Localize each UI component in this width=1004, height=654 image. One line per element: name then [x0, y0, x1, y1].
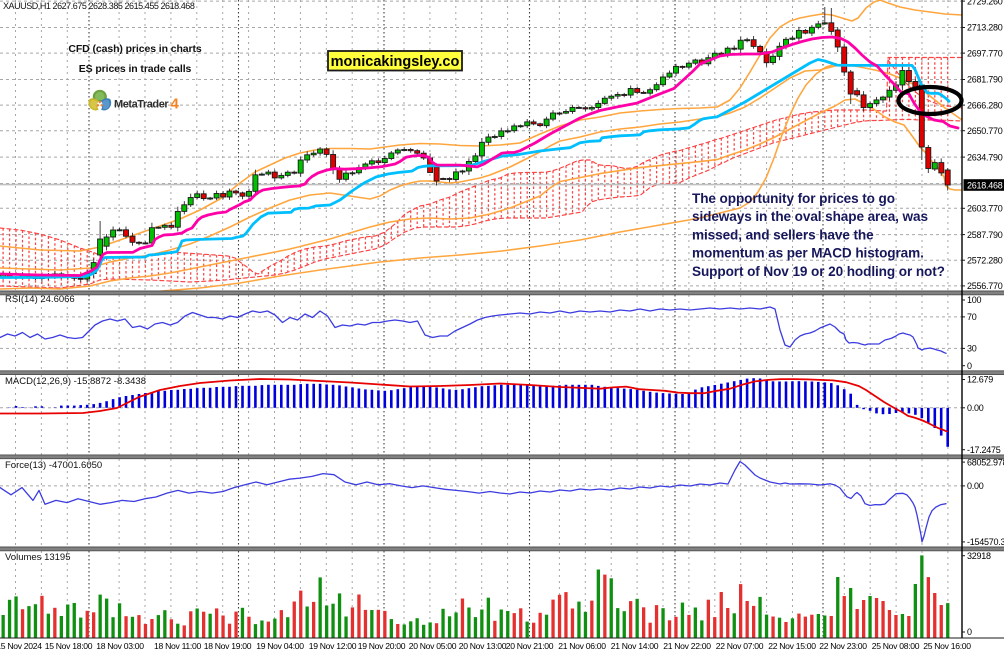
svg-text:RSI(14) 24.6066: RSI(14) 24.6066: [5, 294, 75, 305]
svg-text:2697.770: 2697.770: [967, 48, 1003, 58]
svg-text:2650.770: 2650.770: [967, 126, 1003, 136]
svg-text:missed, and sellers have the: missed, and sellers have the: [692, 227, 874, 242]
svg-text:20 Nov 21:00: 20 Nov 21:00: [506, 641, 554, 651]
svg-text:0.00: 0.00: [967, 481, 984, 491]
svg-text:70: 70: [967, 312, 977, 322]
svg-text:2681.790: 2681.790: [967, 75, 1003, 85]
svg-text:0: 0: [967, 361, 972, 371]
svg-text:19 Nov 20:00: 19 Nov 20:00: [358, 641, 406, 651]
svg-text:18 Nov 11:00: 18 Nov 11:00: [154, 641, 201, 651]
svg-text:21 Nov 22:00: 21 Nov 22:00: [663, 641, 711, 651]
svg-text:2572.280: 2572.280: [967, 255, 1003, 265]
svg-text:32918: 32918: [967, 551, 991, 561]
svg-text:-154570.3963: -154570.3963: [967, 537, 1004, 547]
svg-text:2729.260: 2729.260: [967, 0, 1003, 6]
svg-text:18 Nov 03:00: 18 Nov 03:00: [96, 641, 144, 651]
svg-text:4: 4: [171, 96, 180, 113]
svg-text:2666.280: 2666.280: [967, 100, 1003, 110]
svg-text:-17.2475: -17.2475: [967, 445, 1001, 455]
svg-text:0: 0: [967, 627, 972, 637]
svg-text:15 Nov 18:00: 15 Nov 18:00: [45, 641, 93, 651]
svg-text:20 Nov 05:00: 20 Nov 05:00: [409, 641, 457, 651]
svg-text:68052.9782: 68052.9782: [967, 457, 1004, 467]
svg-text:19 Nov 12:00: 19 Nov 12:00: [309, 641, 357, 651]
svg-text:2556.770: 2556.770: [967, 281, 1003, 291]
svg-text:22 Nov 15:00: 22 Nov 15:00: [768, 641, 816, 651]
svg-text:2618.468: 2618.468: [967, 180, 1003, 190]
svg-text:2634.790: 2634.790: [967, 152, 1003, 162]
svg-text:monicakingsley.co: monicakingsley.co: [331, 54, 460, 70]
svg-text:12.679: 12.679: [967, 375, 993, 385]
svg-text:XAUUSD,H1 2627.675 2628.385 26: XAUUSD,H1 2627.675 2628.385 2615.455 261…: [3, 1, 195, 11]
svg-text:ES prices in trade calls: ES prices in trade calls: [79, 63, 192, 75]
svg-text:2713.280: 2713.280: [967, 23, 1003, 33]
svg-text:sideways in the oval shape are: sideways in the oval shape area, was: [692, 209, 928, 224]
svg-text:MetaTrader: MetaTrader: [114, 99, 169, 111]
svg-text:MACD(12,26,9) -15.8872 -8.3438: MACD(12,26,9) -15.8872 -8.3438: [5, 376, 146, 387]
svg-text:2587.790: 2587.790: [967, 230, 1003, 240]
svg-text:0.00: 0.00: [967, 403, 984, 413]
svg-text:25 Nov 16:00: 25 Nov 16:00: [923, 641, 971, 651]
svg-text:15 Nov 2024: 15 Nov 2024: [0, 641, 42, 651]
svg-text:CFD (cash) prices in charts: CFD (cash) prices in charts: [68, 43, 202, 55]
svg-text:22 Nov 07:00: 22 Nov 07:00: [716, 641, 764, 651]
svg-text:21 Nov 14:00: 21 Nov 14:00: [611, 641, 659, 651]
svg-text:Support of Nov 19 or 20 hodlin: Support of Nov 19 or 20 hodling or not?: [692, 264, 945, 279]
svg-text:momentum as per MACD histogram: momentum as per MACD histogram.: [692, 246, 924, 261]
svg-text:19 Nov 04:00: 19 Nov 04:00: [256, 641, 304, 651]
svg-text:The opportunity for prices to: The opportunity for prices to go: [692, 191, 895, 206]
svg-text:Volumes 13195: Volumes 13195: [5, 552, 71, 563]
svg-text:18 Nov 19:00: 18 Nov 19:00: [204, 641, 252, 651]
svg-text:Force(13) -47001.6050: Force(13) -47001.6050: [5, 460, 102, 471]
svg-text:100: 100: [967, 295, 982, 305]
svg-text:25 Nov 08:00: 25 Nov 08:00: [872, 641, 920, 651]
svg-text:30: 30: [967, 344, 977, 354]
svg-text:21 Nov 06:00: 21 Nov 06:00: [558, 641, 606, 651]
svg-text:22 Nov 23:00: 22 Nov 23:00: [819, 641, 867, 651]
svg-text:20 Nov 13:00: 20 Nov 13:00: [459, 641, 507, 651]
svg-text:2603.770: 2603.770: [967, 204, 1003, 214]
